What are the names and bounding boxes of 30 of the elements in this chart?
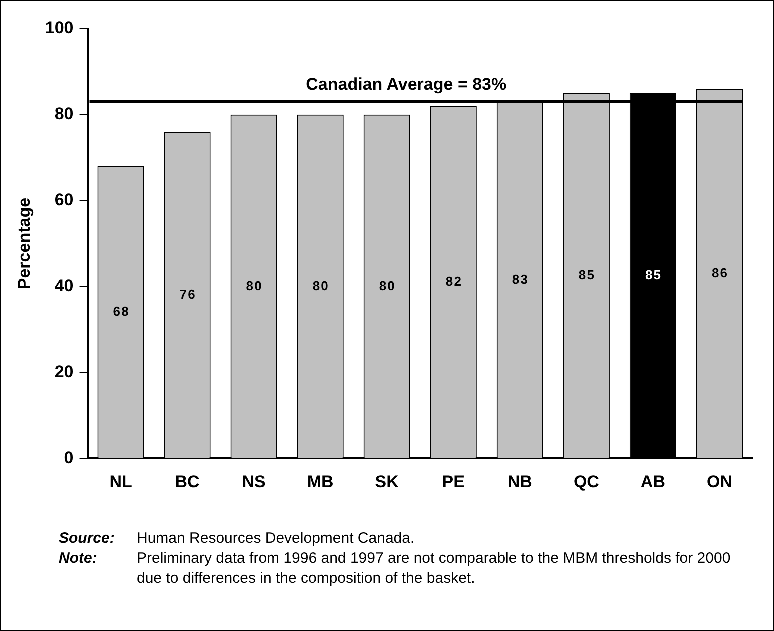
x-tick-label: SK [375,472,400,492]
data-label: 8 0 [246,278,262,294]
data-label: 7 6 [180,286,196,302]
y-tick-label: 80 [54,104,74,124]
y-axis-title: Percentage [14,198,34,290]
x-tick-label: QC [574,472,600,492]
x-tick-label: PE [442,472,465,492]
x-tick-label: NB [508,472,532,492]
data-label: 6 8 [113,304,129,320]
x-tick-label: AB [640,472,666,492]
y-tick-label: 40 [54,276,74,296]
data-label: 8 0 [312,278,328,294]
data-label: 8 6 [712,265,728,280]
data-label: 8 0 [379,278,395,294]
data-label: 8 2 [446,274,462,290]
x-tick-label: NS [242,472,266,492]
x-tick-label: ON [706,472,732,492]
x-tick-label: BC [175,472,200,492]
y-tick-label: 0 [64,448,74,468]
x-tick-label: MB [307,472,334,492]
ref-line-label: Canadian Average = 83% [306,75,507,94]
data-label: 8 3 [512,272,528,287]
data-label: 8 5 [578,268,594,283]
text: Source: Human Resources Development Canada. [59,530,415,547]
data-label: 8 5 [645,268,661,283]
y-tick-label: 100 [45,18,74,38]
text: Note: Preliminary data from 1996 and 1997 are not comparable to the MBM thresholds for 2000 due to differences in the composition of the basket. [59,550,731,587]
y-tick-label: 60 [54,190,74,210]
x-tick-label: NL [110,472,132,492]
y-tick-label: 20 [54,362,74,382]
